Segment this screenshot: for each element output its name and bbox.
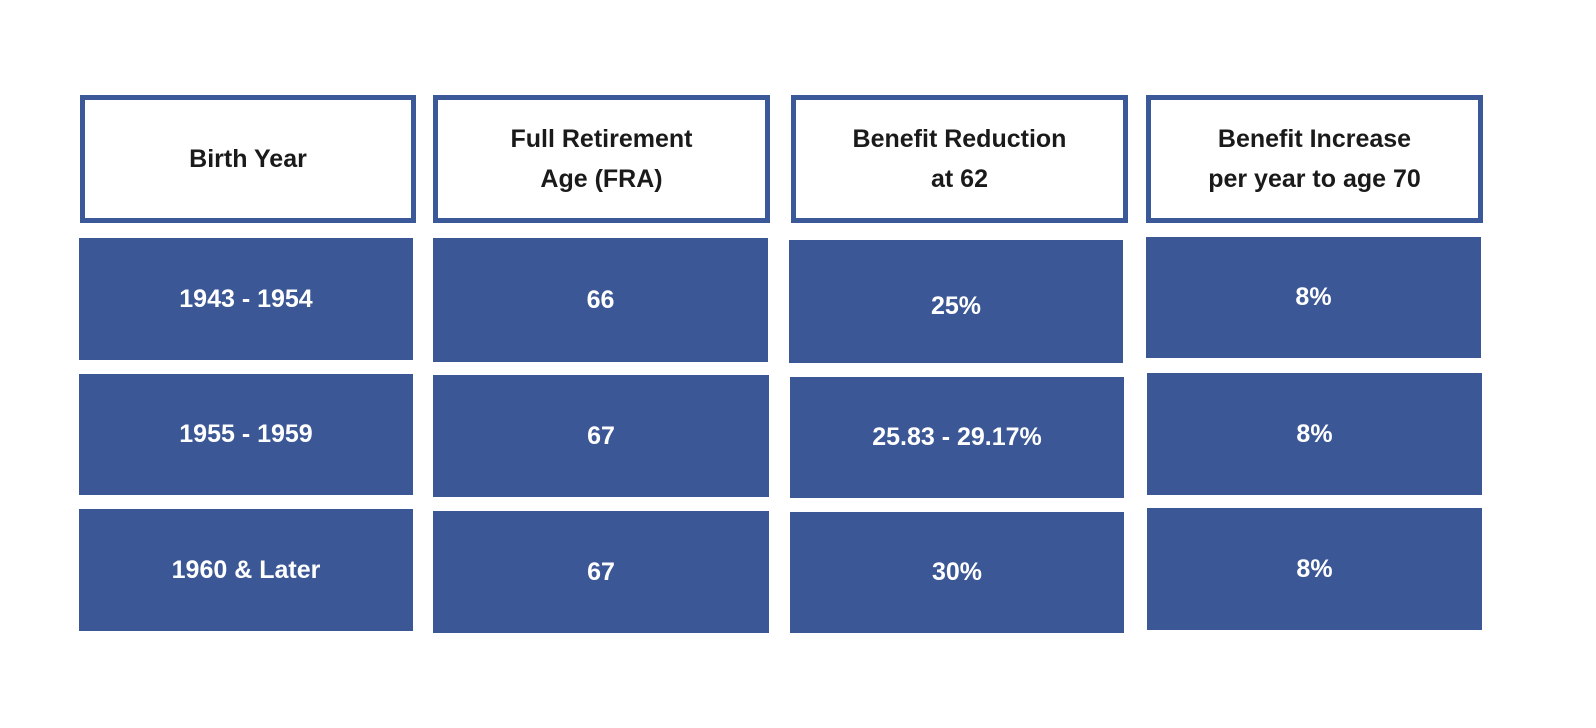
header-increase-line-1: Benefit Increase	[1217, 125, 1412, 153]
header-benefit-increase: Benefit Increase per year to age 70	[1146, 95, 1483, 223]
cell-text: 67	[587, 557, 615, 586]
cell-text: 66	[586, 285, 615, 314]
table-cell-fra-row-2: 67	[433, 375, 769, 497]
table-cell-increase-row-1: 8%	[1146, 237, 1481, 358]
header-birth-year-line-1: Birth Year	[189, 145, 307, 173]
table-cell-reduction-row-1: 25%	[789, 240, 1123, 363]
cell-text: 8%	[1296, 554, 1333, 583]
cell-text: 1960 & Later	[171, 555, 321, 584]
cell-text: 1943 - 1954	[179, 284, 313, 313]
header-reduction-line-2: at 62	[931, 165, 988, 193]
table-cell-increase-row-3: 8%	[1147, 508, 1482, 630]
header-increase-line-2: per year to age 70	[1208, 165, 1421, 193]
header-fra-line-2: Age (FRA)	[540, 165, 663, 193]
cell-text: 25.83 - 29.17%	[872, 423, 1042, 451]
table-cell-fra-row-3: 67	[433, 511, 769, 633]
table-cell-increase-row-2: 8%	[1147, 373, 1482, 495]
header-benefit-reduction: Benefit Reduction at 62	[791, 95, 1128, 223]
table-cell-birth-year-row-1: 1943 - 1954	[79, 238, 413, 360]
cell-text: 67	[587, 421, 615, 450]
table-cell-reduction-row-2: 25.83 - 29.17%	[790, 377, 1124, 498]
table-cell-fra-row-1: 66	[433, 238, 768, 362]
table-cell-reduction-row-3: 30%	[790, 512, 1124, 633]
header-full-retirement-age: Full Retirement Age (FRA)	[433, 95, 770, 223]
cell-text: 8%	[1295, 283, 1332, 311]
cell-text: 1955 - 1959	[179, 420, 313, 448]
cell-text: 25%	[930, 292, 982, 320]
table-cell-birth-year-row-2: 1955 - 1959	[79, 374, 413, 495]
header-birth-year: Birth Year	[80, 95, 416, 223]
cell-text: 8%	[1296, 419, 1333, 448]
header-reduction-line-1: Benefit Reduction	[852, 125, 1067, 153]
table-cell-birth-year-row-3: 1960 & Later	[79, 509, 413, 631]
cell-text: 30%	[931, 558, 983, 586]
header-fra-line-1: Full Retirement	[510, 125, 693, 153]
